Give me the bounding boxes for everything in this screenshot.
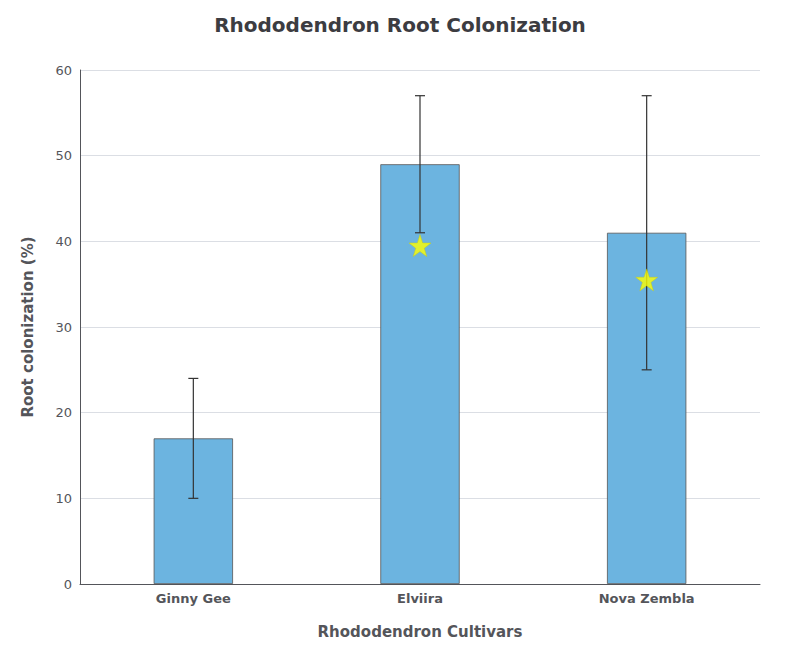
svg-text:30: 30	[55, 320, 72, 335]
svg-text:Elviira: Elviira	[397, 591, 443, 606]
svg-text:40: 40	[55, 234, 72, 249]
svg-text:Root colonization (%): Root colonization (%)	[19, 236, 37, 417]
svg-text:Rhododendron Root Colonization: Rhododendron Root Colonization	[214, 13, 586, 37]
svg-text:Ginny Gee: Ginny Gee	[156, 591, 231, 606]
svg-text:Nova Zembla: Nova Zembla	[599, 591, 695, 606]
svg-text:20: 20	[55, 405, 72, 420]
svg-text:60: 60	[55, 63, 72, 78]
svg-text:0: 0	[64, 577, 72, 592]
svg-text:10: 10	[55, 491, 72, 506]
svg-text:Rhododendron Cultivars: Rhododendron Cultivars	[318, 623, 523, 641]
svg-text:50: 50	[55, 148, 72, 163]
